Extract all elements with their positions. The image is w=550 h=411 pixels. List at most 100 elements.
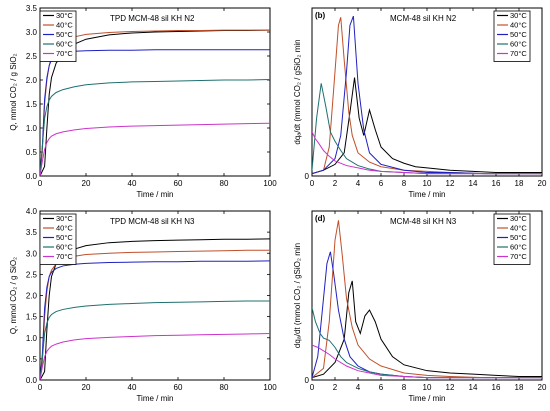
legend-label: 30°C <box>56 214 73 223</box>
y-axis-label: dqₐ/dt (mmol CO₂ / gSiO₂ min <box>293 243 302 348</box>
x-tick-label: 60 <box>174 383 183 392</box>
panel-title: MCM-48 sil KH N2 <box>390 14 457 23</box>
x-tick-label: 80 <box>220 383 229 392</box>
x-tick-label: 4 <box>356 383 361 392</box>
panel-label: (b) <box>315 11 326 20</box>
x-tick-label: 16 <box>492 179 501 188</box>
x-tick-label: 100 <box>263 179 277 188</box>
legend: 30°C40°C50°C60°C70°C <box>493 213 531 265</box>
series-line-5 <box>40 122 270 176</box>
series-line-2 <box>312 17 542 175</box>
legend-label: 30°C <box>510 214 527 223</box>
series-line-1 <box>312 280 542 379</box>
series-line-4 <box>312 83 542 175</box>
legend-label: 60°C <box>56 40 73 49</box>
x-tick-label: 0 <box>310 383 315 392</box>
x-tick-label: 12 <box>446 179 455 188</box>
panel-title: TPD MCM-48 sil KH N3 <box>110 217 195 226</box>
legend-label: 70°C <box>510 49 527 58</box>
panel-label: (d) <box>315 214 326 223</box>
series-line-3 <box>312 15 542 175</box>
x-tick-label: 0 <box>310 179 315 188</box>
legend: 30°C40°C50°C60°C70°C <box>493 10 531 62</box>
y-axis-label: Q, mmol CO₂ / g SiO₂ <box>9 53 18 130</box>
x-tick-label: 0 <box>38 383 43 392</box>
x-tick-label: 20 <box>538 383 547 392</box>
y-tick-label: 2.0 <box>26 292 38 301</box>
y-tick-label: 3.5 <box>26 228 38 237</box>
legend-label: 40°C <box>56 21 73 30</box>
legend-label: 40°C <box>510 21 527 30</box>
legend-label: 60°C <box>510 243 527 252</box>
x-tick-label: 14 <box>469 179 478 188</box>
legend-label: 30°C <box>510 11 527 20</box>
x-tick-label: 10 <box>423 179 432 188</box>
x-tick-label: 80 <box>220 179 229 188</box>
x-tick-label: 40 <box>128 383 137 392</box>
legend-label: 70°C <box>56 49 73 58</box>
legend-label: 70°C <box>510 252 527 261</box>
panel-title: TPD MCM-48 sil KH N2 <box>110 14 195 23</box>
legend-label: 70°C <box>56 252 73 261</box>
y-tick-label: 0.5 <box>26 355 38 364</box>
x-tick-label: 0 <box>38 179 43 188</box>
y-tick-label: 3.0 <box>26 28 38 37</box>
legend-label: 30°C <box>56 11 73 20</box>
x-tick-label: 100 <box>263 383 277 392</box>
x-axis-label: Time / min <box>136 394 173 403</box>
series-line-5 <box>312 344 542 379</box>
y-tick-label: 1.5 <box>26 313 38 322</box>
x-tick-label: 10 <box>423 383 432 392</box>
legend-label: 40°C <box>510 224 527 233</box>
chart-panel-2: 0 2 4 6 8 10 12 14 16 18 20 0 Time / min dqₐ/dt (mmol… <box>293 7 547 199</box>
legend-label: 60°C <box>510 40 527 49</box>
series-line-4 <box>40 300 270 380</box>
legend-label: 50°C <box>56 233 73 242</box>
x-tick-label: 18 <box>515 179 524 188</box>
series-line-3 <box>40 260 270 380</box>
x-tick-label: 8 <box>402 383 407 392</box>
legend-label: 50°C <box>510 30 527 39</box>
series-line-1 <box>312 77 542 175</box>
y-tick-label: 3.5 <box>26 4 38 13</box>
y-tick-label: 1.0 <box>26 334 38 343</box>
legend-label: 60°C <box>56 243 73 252</box>
x-tick-label: 2 <box>333 383 338 392</box>
y-tick-label: 1.5 <box>26 100 38 109</box>
series-line-1 <box>40 238 270 380</box>
x-tick-label: 6 <box>379 179 384 188</box>
y-axis-label: dqₐ/dt (mmol CO₂ / gSiO₂ min <box>293 39 302 144</box>
x-tick-label: 20 <box>538 179 547 188</box>
chart-panel-1: 0 20 40 60 80 100 0.0 0.5 1.0 1.5 2.0 2.5 3.0 3.5 Time… <box>9 4 277 199</box>
series-line-3 <box>40 49 270 176</box>
y-tick-label: 0 <box>305 172 310 181</box>
series-line-4 <box>40 79 270 176</box>
y-tick-label: 3.0 <box>26 249 38 258</box>
x-tick-label: 14 <box>469 383 478 392</box>
x-tick-label: 2 <box>333 179 338 188</box>
panel-title: MCM-48 sil KH N3 <box>390 217 457 226</box>
x-tick-label: 20 <box>82 179 91 188</box>
x-axis-label: Time / min <box>408 190 445 199</box>
y-tick-label: 0.0 <box>26 376 38 385</box>
y-tick-label: 0 <box>305 376 310 385</box>
y-tick-label: 2.5 <box>26 270 38 279</box>
x-axis-label: Time / min <box>408 394 445 403</box>
x-tick-label: 8 <box>402 179 407 188</box>
x-axis-label: Time / min <box>136 190 173 199</box>
legend-label: 50°C <box>56 30 73 39</box>
legend-label: 40°C <box>56 224 73 233</box>
x-tick-label: 12 <box>446 383 455 392</box>
x-tick-label: 6 <box>379 383 384 392</box>
x-tick-label: 20 <box>82 383 91 392</box>
series-line-5 <box>312 131 542 175</box>
x-tick-label: 18 <box>515 383 524 392</box>
x-tick-label: 60 <box>174 179 183 188</box>
y-tick-label: 0.5 <box>26 148 38 157</box>
x-tick-label: 40 <box>128 179 137 188</box>
series-line-5 <box>40 333 270 380</box>
x-tick-label: 4 <box>356 179 361 188</box>
plot-frame <box>39 7 271 177</box>
series-line-2 <box>312 220 542 379</box>
